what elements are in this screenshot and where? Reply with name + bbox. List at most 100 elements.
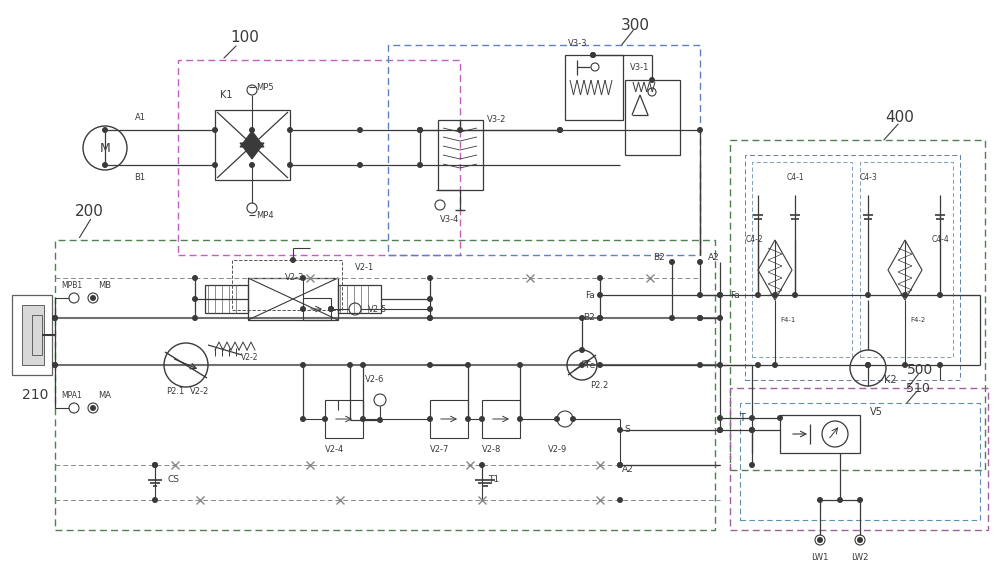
Text: V2-3: V2-3 — [285, 274, 305, 282]
Text: V2-6: V2-6 — [365, 375, 385, 385]
Circle shape — [597, 275, 603, 281]
Circle shape — [322, 416, 328, 422]
Text: B1: B1 — [134, 173, 146, 183]
Circle shape — [902, 362, 908, 368]
Circle shape — [417, 127, 423, 133]
Circle shape — [597, 292, 603, 298]
Circle shape — [669, 259, 675, 265]
Circle shape — [902, 292, 908, 298]
Text: C4-4: C4-4 — [931, 236, 949, 244]
Text: Fa: Fa — [730, 290, 740, 300]
Circle shape — [52, 362, 58, 368]
Bar — [860, 162, 953, 357]
Polygon shape — [240, 143, 264, 159]
Bar — [232, 260, 342, 310]
Circle shape — [590, 52, 596, 58]
Circle shape — [357, 162, 363, 168]
Text: MP4: MP4 — [256, 211, 274, 219]
Circle shape — [865, 362, 871, 368]
Text: K1: K1 — [220, 90, 232, 100]
Text: V2-9: V2-9 — [548, 445, 568, 455]
Circle shape — [377, 417, 383, 423]
Circle shape — [717, 427, 723, 433]
Bar — [325, 400, 363, 438]
Bar — [482, 400, 520, 438]
Circle shape — [792, 292, 798, 298]
Text: V2-5: V2-5 — [368, 304, 387, 314]
Bar — [565, 55, 623, 120]
Circle shape — [579, 347, 585, 353]
Text: P2.2: P2.2 — [590, 381, 608, 389]
Text: MP5: MP5 — [256, 83, 274, 91]
Circle shape — [465, 416, 471, 422]
Text: A1: A1 — [134, 113, 146, 122]
Circle shape — [570, 416, 576, 422]
Circle shape — [617, 497, 623, 503]
Text: C4-1: C4-1 — [786, 173, 804, 183]
Circle shape — [360, 362, 366, 368]
Text: LW1: LW1 — [811, 553, 829, 562]
Circle shape — [617, 427, 623, 433]
Text: K2: K2 — [884, 375, 896, 385]
Circle shape — [717, 362, 723, 368]
Circle shape — [249, 162, 255, 168]
Circle shape — [557, 127, 563, 133]
Circle shape — [52, 362, 58, 368]
Circle shape — [102, 127, 108, 133]
Bar — [730, 140, 985, 470]
Text: B2: B2 — [583, 314, 595, 322]
Circle shape — [649, 77, 655, 83]
Text: MA: MA — [98, 391, 111, 399]
Circle shape — [427, 296, 433, 302]
Circle shape — [590, 52, 596, 58]
Circle shape — [152, 462, 158, 468]
Text: V3-2: V3-2 — [487, 115, 506, 125]
Circle shape — [817, 497, 823, 503]
Circle shape — [427, 416, 433, 422]
Circle shape — [517, 416, 523, 422]
Bar — [22, 305, 44, 365]
Circle shape — [755, 292, 761, 298]
Text: V2-2: V2-2 — [241, 353, 259, 363]
Circle shape — [717, 315, 723, 321]
Circle shape — [427, 275, 433, 281]
Circle shape — [865, 292, 871, 298]
Circle shape — [772, 362, 778, 368]
Circle shape — [697, 259, 703, 265]
Circle shape — [697, 315, 703, 321]
Text: V2-8: V2-8 — [482, 445, 501, 455]
Bar — [730, 388, 988, 530]
Text: A2: A2 — [708, 254, 720, 262]
Text: V3-3: V3-3 — [568, 38, 588, 48]
Circle shape — [427, 306, 433, 312]
Circle shape — [90, 405, 96, 411]
Circle shape — [427, 362, 433, 368]
Circle shape — [697, 292, 703, 298]
Circle shape — [717, 292, 723, 298]
Bar — [205, 285, 248, 313]
Text: C4-3: C4-3 — [859, 173, 877, 183]
Circle shape — [212, 127, 218, 133]
Bar — [12, 295, 52, 375]
Circle shape — [717, 427, 723, 433]
Circle shape — [554, 416, 560, 422]
Circle shape — [749, 427, 755, 433]
Circle shape — [52, 315, 58, 321]
Circle shape — [597, 315, 603, 321]
Text: F4-1: F4-1 — [780, 317, 795, 323]
Circle shape — [328, 306, 334, 312]
Polygon shape — [240, 131, 264, 147]
Circle shape — [865, 362, 871, 368]
Circle shape — [287, 162, 293, 168]
Circle shape — [597, 362, 603, 368]
Text: MPB1: MPB1 — [61, 281, 82, 289]
Bar — [32, 315, 42, 355]
Circle shape — [617, 462, 623, 468]
Text: C4-2: C4-2 — [745, 236, 763, 244]
Bar — [780, 415, 860, 453]
Text: Fa: Fa — [585, 290, 595, 300]
Circle shape — [517, 362, 523, 368]
Text: M: M — [100, 141, 110, 154]
Bar — [303, 298, 331, 320]
Circle shape — [777, 415, 783, 421]
